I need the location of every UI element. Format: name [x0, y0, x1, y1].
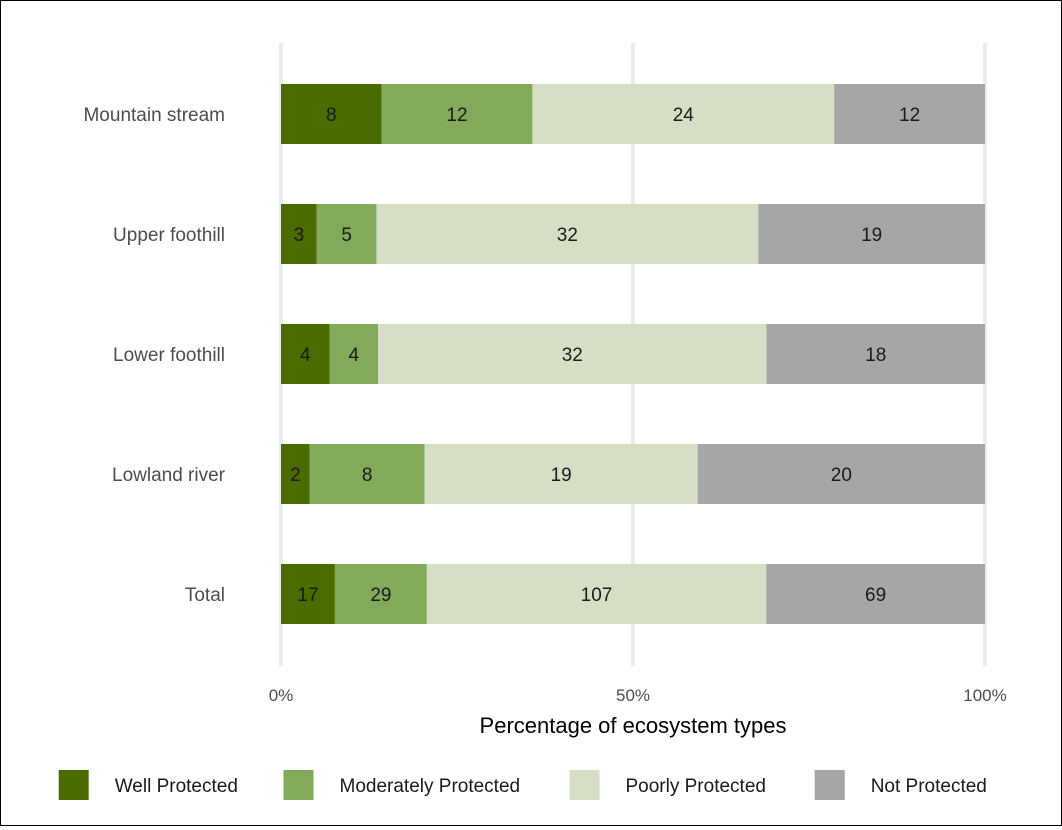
x-tick-labels: 0% 50% 100%	[269, 686, 1007, 705]
segment-value-label: 8	[326, 105, 337, 126]
bar-segment-poorly-protected	[376, 204, 759, 264]
segment-value-label: 12	[899, 105, 920, 126]
bar-segment-not-protected	[766, 564, 985, 624]
bar-segment-poorly-protected	[426, 564, 767, 624]
legend-label: Not Protected	[871, 776, 987, 797]
bar-segment-well-protected	[281, 564, 335, 624]
bar-segment-well-protected	[281, 444, 310, 504]
legend-swatch	[58, 770, 89, 800]
bar-segment-not-protected	[766, 324, 985, 384]
bars: 8 12 24 12 3 5 32 19 4 4 32 18 2 8 19 20 17 29 107 69	[281, 84, 985, 624]
bar-segment-poorly-protected	[378, 324, 767, 384]
legend-item-moderately-protected: Moderately Protected	[283, 770, 521, 800]
segment-value-label: 3	[294, 225, 305, 246]
segment-value-label: 2	[290, 465, 301, 486]
x-tick-label: 100%	[963, 686, 1006, 705]
category-labels: Mountain stream Upper foothill Lower footh…	[83, 105, 225, 606]
category-label: Lower foothill	[113, 345, 225, 366]
legend-swatch	[283, 770, 314, 800]
category-label: Lowland river	[112, 465, 226, 486]
bar-row-total: 17 29 107 69	[281, 564, 985, 624]
bar-segment-moderately-protected	[334, 564, 427, 624]
legend-label: Moderately Protected	[340, 776, 521, 797]
bar-segment-poorly-protected	[532, 84, 835, 144]
bar-segment-well-protected	[281, 84, 382, 144]
segment-value-label: 8	[362, 465, 373, 486]
legend-swatch	[569, 770, 600, 800]
segment-value-label: 17	[297, 585, 318, 606]
segment-value-label: 32	[562, 345, 583, 366]
segment-value-label: 5	[341, 225, 352, 246]
bar-segment-not-protected	[697, 444, 985, 504]
bar-segment-moderately-protected	[316, 204, 377, 264]
segment-value-label: 19	[861, 225, 882, 246]
legend-swatch	[814, 770, 845, 800]
bar-segment-moderately-protected	[381, 84, 533, 144]
bar-segment-well-protected	[281, 204, 317, 264]
x-tick-label: 0%	[269, 686, 294, 705]
segment-value-label: 4	[300, 345, 311, 366]
segment-value-label: 29	[370, 585, 391, 606]
legend-label: Well Protected	[115, 776, 238, 797]
segment-value-label: 4	[349, 345, 360, 366]
bar-segment-poorly-protected	[424, 444, 698, 504]
bar-row-mountain-stream: 8 12 24 12	[281, 84, 985, 144]
segment-value-label: 24	[673, 105, 695, 126]
legend-item-poorly-protected: Poorly Protected	[569, 770, 766, 800]
category-label: Mountain stream	[83, 105, 225, 126]
legend-item-not-protected: Not Protected	[814, 770, 987, 800]
segment-value-label: 19	[551, 465, 572, 486]
legend: Well Protected Moderately Protected Poorly…	[58, 770, 987, 800]
bar-row-lower-foothill: 4 4 32 18	[281, 324, 985, 384]
bar-segment-not-protected	[758, 204, 985, 264]
bar-segment-well-protected	[281, 324, 330, 384]
segment-value-label: 20	[831, 465, 852, 486]
legend-label: Poorly Protected	[626, 776, 766, 797]
segment-value-label: 12	[446, 105, 467, 126]
bar-segment-not-protected	[834, 84, 985, 144]
bar-segment-moderately-protected	[309, 444, 425, 504]
bar-segment-moderately-protected	[329, 324, 379, 384]
segment-value-label: 32	[557, 225, 578, 246]
bar-row-upper-foothill: 3 5 32 19	[281, 204, 985, 264]
category-label: Total	[185, 585, 225, 606]
legend-item-well-protected: Well Protected	[58, 770, 238, 800]
segment-value-label: 18	[865, 345, 886, 366]
bar-row-lowland-river: 2 8 19 20	[281, 444, 985, 504]
x-tick-label: 50%	[616, 686, 650, 705]
segment-value-label: 107	[581, 585, 613, 606]
category-label: Upper foothill	[113, 225, 225, 246]
segment-value-label: 69	[865, 585, 886, 606]
x-axis-title: Percentage of ecosystem types	[480, 713, 787, 738]
